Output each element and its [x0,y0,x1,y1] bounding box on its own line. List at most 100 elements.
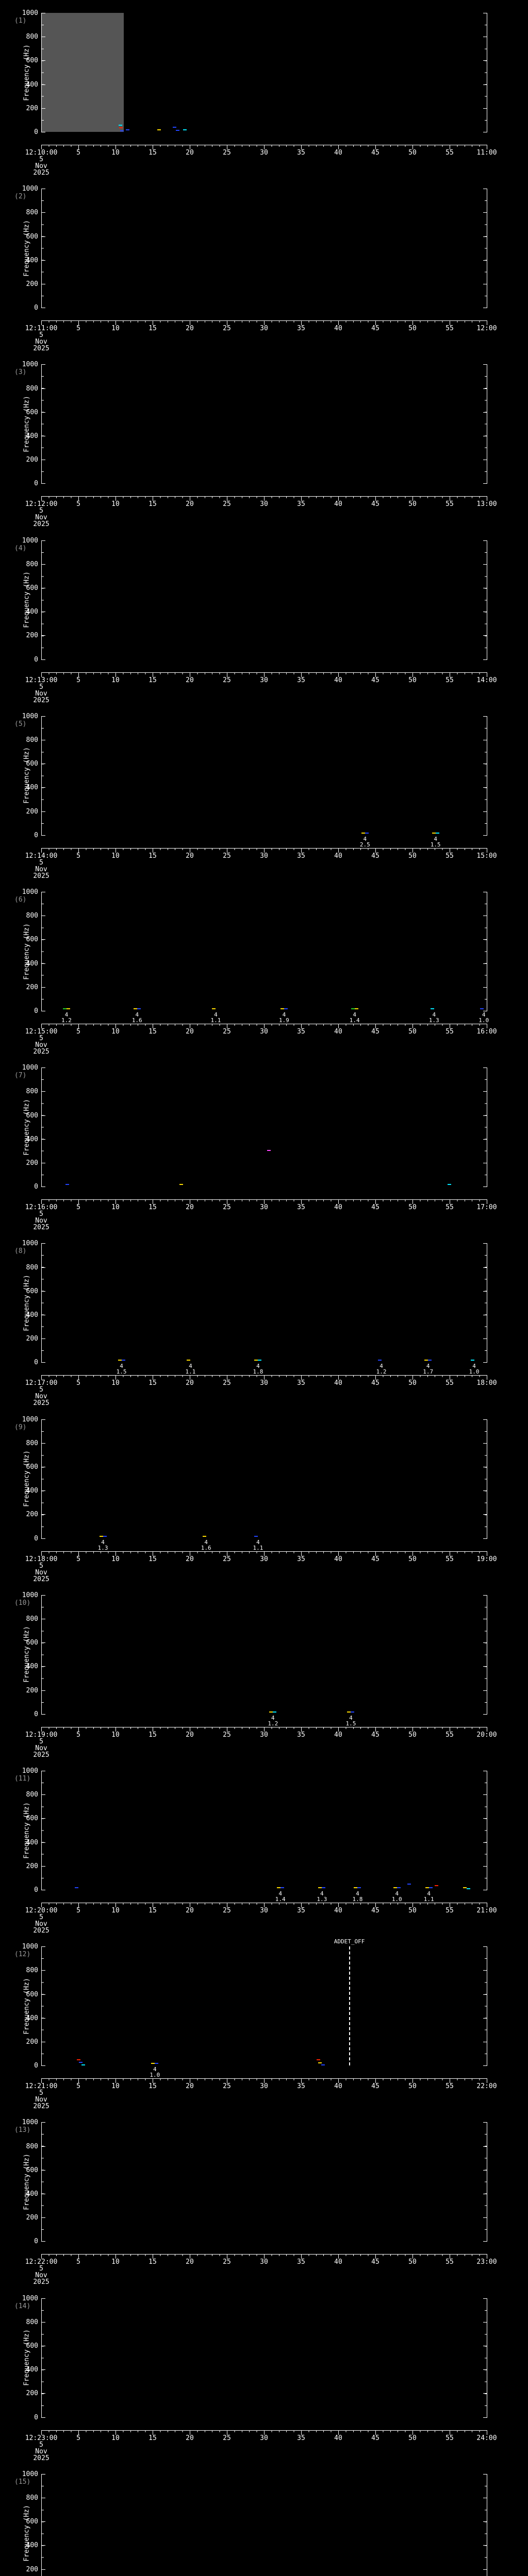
axis-tick-label: 5 [76,149,80,157]
y-major-tick [41,1595,45,1596]
axis-tick-label: 5 [76,1907,80,1914]
y-major-tick [483,2146,487,2147]
axis-date-line: 2025 [33,1399,50,1408]
axis-tick-label: 50 [408,852,417,860]
axis-tick-label: 45 [371,500,380,509]
axis-tick-label: 30 [260,1204,268,1212]
y-tick-label: 200 [26,1686,38,1694]
y-axis-minor-ticks [42,364,44,484]
time-axis-major-tick [41,320,42,326]
axis-start-time: 12:10:00 [25,149,58,157]
axis-tick-label: 30 [260,2082,268,2091]
event-annotation-line2: 1.3 [97,1544,108,1551]
y-major-tick [41,84,45,85]
axis-start-time: 12:23:00 [25,2434,58,2442]
axis-tick-label: 10 [111,1555,120,1563]
axis-tick-label: 20 [186,500,194,509]
axis-tick-label: 40 [334,1731,342,1739]
axis-date-line: Nov [35,2096,47,2104]
axis-tick-label: 55 [446,676,454,684]
time-axis-major-tick [412,496,413,501]
event-annotation-line2: 1.2 [268,1720,278,1727]
axis-tick-label: 25 [223,1028,231,1036]
panel-index-label: (12) [14,1951,31,1959]
y-major-tick [41,108,45,109]
y-tick-label: 600 [26,936,38,944]
event-speck [126,129,130,130]
axis-tick-label: 10 [111,2258,120,2266]
axis-tick-label: 40 [334,1204,342,1212]
time-axis-major-tick [375,848,376,853]
y-tick-label: 200 [26,2038,38,2046]
event-speck [74,1887,78,1888]
axis-tick-label: 35 [297,852,305,860]
y-axis-minor-ticks [485,1243,487,1363]
time-axis-major-tick [264,848,265,853]
y-major-tick [483,1842,487,1843]
y-major-tick [41,811,45,812]
y-axis-left [41,2473,42,2576]
axis-tick-label: 35 [297,1028,305,1036]
event-annotation-line2: 2.5 [359,841,370,848]
y-tick-label: 800 [26,33,38,41]
y-major-tick [483,2521,487,2522]
y-major-tick [483,388,487,389]
axis-tick-label: 50 [408,1555,417,1563]
time-axis-major-tick [41,496,42,501]
axis-date-line: 5 [39,331,43,340]
axis-tick-label: 30 [260,500,268,509]
axis-tick-label: 25 [223,325,231,333]
y-axis-minor-ticks [485,2122,487,2242]
time-axis-major-tick [301,848,302,853]
y-tick-label: 1000 [22,536,38,545]
axis-tick-label: 55 [446,852,454,860]
event-annotation-line2: 1.2 [61,1017,72,1024]
event-annotation-line2: 1.4 [349,1017,360,1024]
event-speck [393,1887,397,1888]
axis-tick-label: 10 [111,1204,120,1212]
panel-index-label: (10) [14,1599,31,1607]
axis-tick-label: 5 [76,1204,80,1212]
y-tick-label: 600 [26,1639,38,1647]
time-axis-major-tick [338,1903,339,1907]
axis-date-line: 5 [39,2265,43,2273]
time-axis-major-tick [78,320,79,326]
axis-tick-label: 45 [371,1204,380,1212]
axis-tick-label: 25 [223,2082,231,2091]
axis-tick-label: 15 [148,2258,157,2266]
event-speck [318,2062,322,2064]
axis-date-line: Nov [35,1568,47,1577]
y-major-tick [483,1443,487,1444]
axis-tick-label: 35 [297,500,305,509]
axis-tick-label: 30 [260,1555,268,1563]
axis-tick-label: 10 [111,149,120,157]
panel-index-label: (2) [14,193,27,201]
event-speck [258,1360,262,1361]
axis-end-time: 21:00 [476,1907,497,1914]
time-axis-major-tick [375,496,376,501]
event-annotation-line2: 1.4 [275,1896,286,1903]
axis-tick-label: 40 [334,1555,342,1563]
event-annotation-line1: 4 [256,1363,260,1370]
axis-tick-label: 5 [76,1555,80,1563]
axis-tick-label: 35 [297,2434,305,2442]
axis-tick-label: 30 [260,1028,268,1036]
time-axis-major-tick [41,1199,42,1205]
event-speck [273,1711,277,1713]
event-speck [354,1008,358,1009]
time-axis-major-tick [264,1551,265,1556]
axis-tick-label: 5 [76,676,80,684]
time-axis-major-tick [78,2430,79,2435]
y-major-tick [41,1538,45,1539]
event-annotation-line1: 4 [472,1363,476,1370]
y-axis-minor-ticks [42,1067,44,1187]
time-axis-major-tick [301,1551,302,1556]
axis-date-line: 5 [39,683,43,691]
axis-tick-label: 15 [148,1907,157,1914]
event-speck [120,130,124,131]
axis-start-time: 12:22:00 [25,2258,58,2266]
axis-tick-label: 40 [334,1028,342,1036]
time-axis-major-tick [412,2430,413,2435]
event-marker-line [349,1946,350,2066]
time-axis-major-tick [78,1024,79,1028]
